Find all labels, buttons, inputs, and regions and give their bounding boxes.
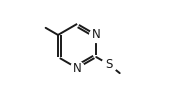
- Text: N: N: [73, 62, 82, 75]
- Text: N: N: [92, 28, 101, 41]
- Text: S: S: [105, 58, 112, 71]
